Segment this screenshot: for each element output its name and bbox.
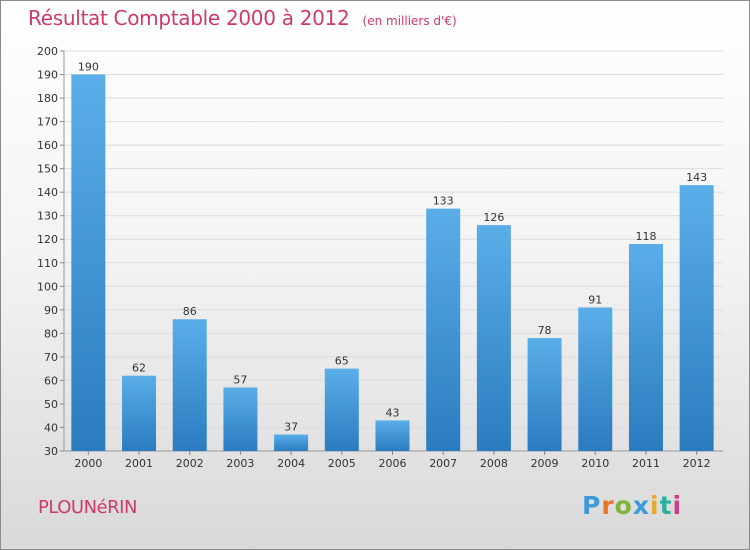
y-tick-label: 180 (37, 92, 58, 105)
bar-value-label: 43 (386, 406, 400, 419)
bar-value-label: 126 (483, 211, 504, 224)
x-tick-label: 2007 (429, 457, 457, 470)
title-row: Résultat Comptable 2000 à 2012 (en milli… (28, 6, 457, 30)
brand-logo: Proxiti (582, 491, 682, 520)
y-tick-label: 150 (37, 163, 58, 176)
bar-value-label: 78 (538, 324, 552, 337)
bar-value-label: 91 (588, 293, 602, 306)
x-tick-label: 2006 (379, 457, 407, 470)
x-tick-label: 2000 (74, 457, 102, 470)
y-tick-label: 130 (37, 210, 58, 223)
y-tick-label: 70 (44, 351, 58, 364)
bar (223, 387, 258, 451)
x-tick-label: 2012 (683, 457, 711, 470)
y-tick-label: 200 (37, 45, 58, 58)
brand-letter: i (672, 491, 683, 520)
y-tick-label: 140 (37, 186, 58, 199)
chart-subtitle: (en milliers d'€) (362, 14, 457, 28)
bar-value-label: 62 (132, 362, 146, 375)
y-tick-label: 160 (37, 139, 58, 152)
bar (476, 225, 511, 451)
bar-value-label: 190 (78, 61, 99, 74)
bar-value-label: 57 (233, 373, 247, 386)
brand-letter: o (614, 491, 633, 520)
x-tick-label: 2008 (480, 457, 508, 470)
grid-layer (64, 50, 723, 452)
bar-value-label: 118 (635, 230, 656, 243)
bar-value-label: 65 (335, 355, 349, 368)
bar (578, 307, 613, 451)
x-tick-label: 2004 (277, 457, 305, 470)
brand-letter: P (582, 491, 602, 520)
x-tick-label: 2010 (581, 457, 609, 470)
y-tick-label: 170 (37, 116, 58, 129)
bar (628, 243, 663, 451)
bar-value-label: 133 (433, 195, 454, 208)
y-tick-label: 190 (37, 69, 58, 82)
y-tick-label: 60 (44, 374, 58, 387)
bar (375, 420, 410, 451)
bar-value-label: 143 (686, 171, 707, 184)
brand-letter: t (659, 491, 673, 520)
x-tick-label: 2011 (632, 457, 660, 470)
y-tick-label: 110 (37, 257, 58, 270)
y-tick-label: 100 (37, 280, 58, 293)
label-layer: 190 2000 62 2001 86 2002 57 2003 37 2004 65 2005 43 2… (74, 61, 710, 470)
bar (527, 338, 562, 451)
x-tick-label: 2001 (125, 457, 153, 470)
bar (122, 375, 157, 451)
y-tick-label: 40 (44, 421, 58, 434)
y-tick-label: 80 (44, 327, 58, 340)
bar (71, 74, 106, 451)
y-tick-label: 90 (44, 304, 58, 317)
x-tick-label: 2003 (226, 457, 254, 470)
bar-value-label: 37 (284, 421, 298, 434)
y-tick-label: 30 (44, 445, 58, 458)
bar-value-label: 86 (183, 305, 197, 318)
bar (679, 185, 714, 451)
x-tick-label: 2005 (328, 457, 356, 470)
bar (426, 208, 461, 451)
bar (324, 368, 359, 451)
brand-letter: x (632, 491, 650, 520)
brand-letter: i (650, 491, 660, 520)
x-tick-label: 2009 (531, 457, 559, 470)
brand-letter: r (601, 491, 615, 520)
commune-name: PLOUNéRIN (38, 497, 137, 518)
chart-title: Résultat Comptable 2000 à 2012 (28, 6, 350, 30)
y-tick-label: 120 (37, 233, 58, 246)
bar-layer (71, 74, 714, 451)
bar (172, 319, 207, 451)
x-tick-label: 2002 (176, 457, 204, 470)
y-tick-label: 50 (44, 398, 58, 411)
bar (274, 434, 309, 451)
